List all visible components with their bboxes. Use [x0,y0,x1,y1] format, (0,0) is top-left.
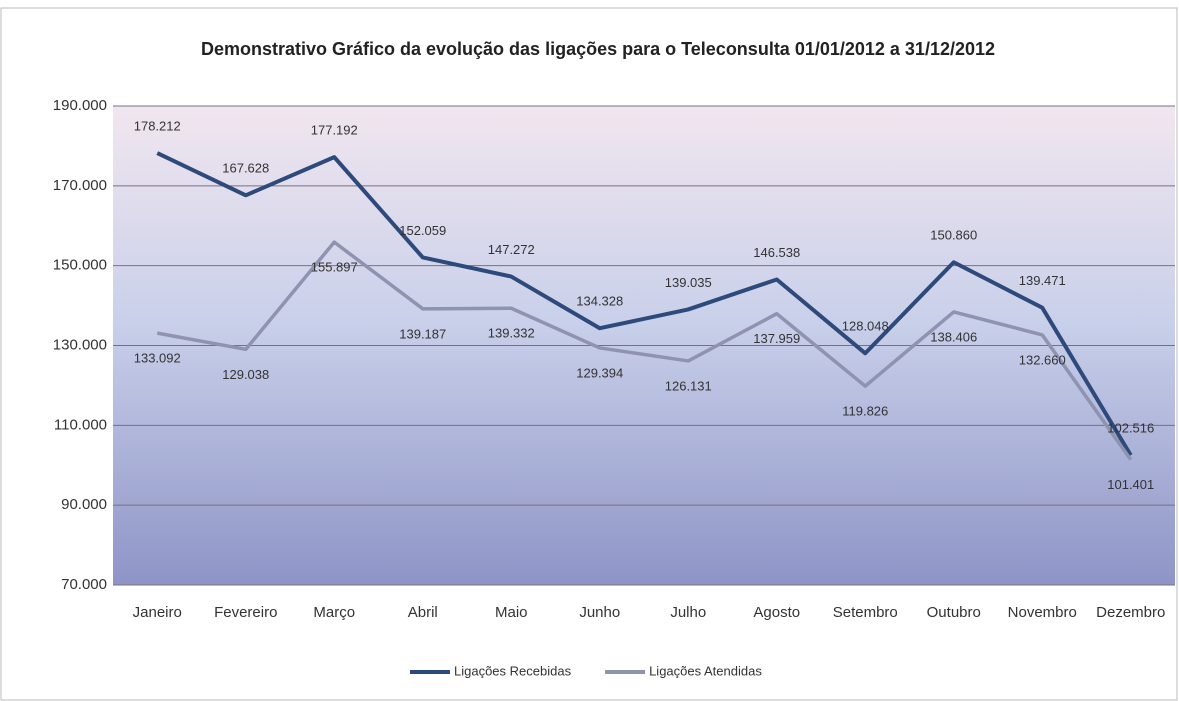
y-tick-label: 170.000 [53,177,107,194]
data-label: 139.187 [399,326,446,341]
x-tick-label: Fevereiro [214,604,277,621]
x-tick-label: Julho [670,604,706,621]
data-label: 137.959 [753,331,800,346]
data-label: 150.860 [930,228,977,243]
data-label: 177.192 [311,123,358,138]
data-label: 133.092 [134,351,181,366]
x-tick-label: Outubro [927,604,981,621]
data-label: 119.826 [842,404,888,419]
legend-label: Ligações Recebidas [454,663,572,678]
data-label: 129.394 [576,365,623,380]
chart-title: Demonstrativo Gráfico da evolução das li… [201,39,995,59]
x-tick-label: Janeiro [133,604,182,621]
data-label: 147.272 [488,242,535,257]
y-tick-label: 130.000 [53,336,107,353]
y-tick-label: 150.000 [53,257,107,274]
y-tick-label: 110.000 [54,416,107,433]
data-label: 129.038 [222,367,269,382]
data-label: 139.332 [488,326,535,341]
data-label: 138.406 [930,329,977,344]
data-label: 139.471 [1019,273,1066,288]
data-label: 155.897 [311,260,358,275]
data-label: 126.131 [665,378,712,393]
data-label: 178.212 [134,118,181,133]
data-label: 134.328 [576,294,623,309]
data-label: 152.059 [399,223,446,238]
x-tick-label: Março [313,604,355,621]
series-line [156,240,1133,461]
data-label: 102.516 [1107,421,1154,436]
x-tick-label: Abril [408,604,438,621]
data-label: 139.035 [665,275,712,290]
x-tick-label: Maio [495,604,528,621]
legend-label: Ligações Atendidas [649,663,762,678]
y-tick-label: 70.000 [61,576,107,593]
x-tick-label: Junho [579,604,620,621]
data-label: 132.660 [1019,352,1066,367]
data-label: 128.048 [842,319,889,334]
data-label: 146.538 [753,245,800,260]
x-tick-label: Dezembro [1096,604,1165,621]
series-line [156,151,1133,457]
x-tick-label: Setembro [833,604,898,621]
y-tick-label: 90.000 [61,496,107,513]
y-tick-label: 190.000 [53,97,107,114]
x-tick-label: Novembro [1008,604,1077,621]
frame [0,7,1178,701]
x-tick-label: Agosto [753,604,800,621]
data-label: 101.401 [1107,477,1154,492]
data-label: 167.628 [222,161,269,176]
